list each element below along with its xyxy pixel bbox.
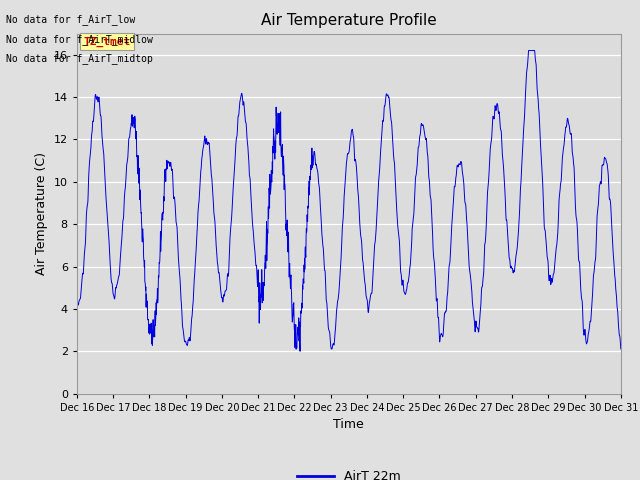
Text: TZ_tmet: TZ_tmet bbox=[84, 36, 131, 47]
Title: Air Temperature Profile: Air Temperature Profile bbox=[261, 13, 436, 28]
Text: No data for f_AirT_midtop: No data for f_AirT_midtop bbox=[6, 53, 153, 64]
Text: No data for f_AirT_midlow: No data for f_AirT_midlow bbox=[6, 34, 153, 45]
Y-axis label: Air Temperature (C): Air Temperature (C) bbox=[35, 152, 48, 275]
Text: No data for f_AirT_low: No data for f_AirT_low bbox=[6, 14, 136, 25]
X-axis label: Time: Time bbox=[333, 418, 364, 431]
Legend: AirT 22m: AirT 22m bbox=[292, 465, 406, 480]
